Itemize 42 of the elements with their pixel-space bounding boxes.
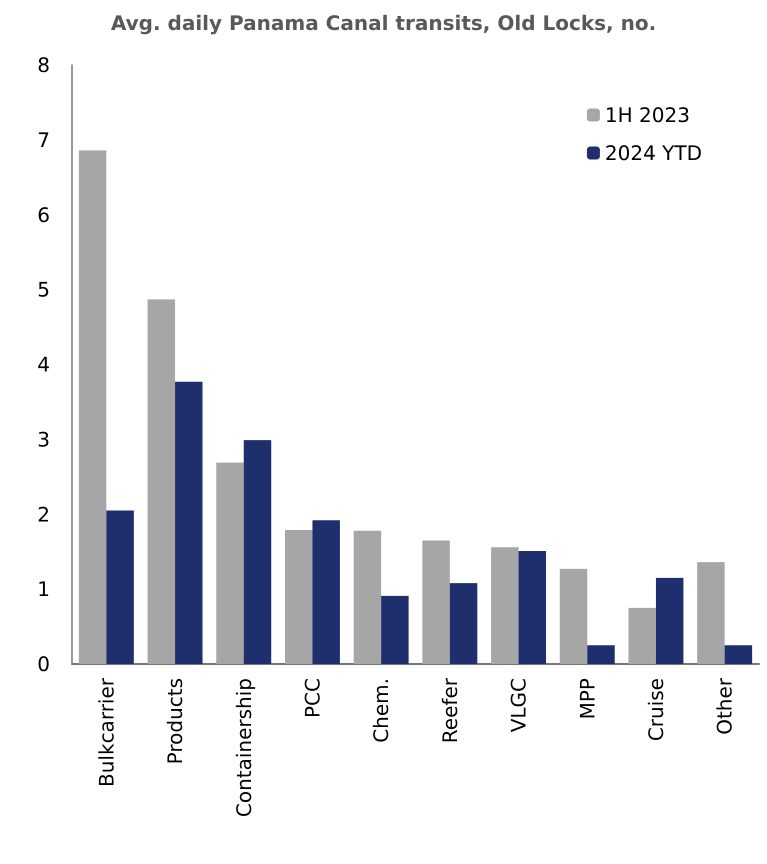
- y-tick-label: 2: [37, 502, 50, 526]
- y-tick-label: 6: [37, 202, 50, 227]
- y-tick-label: 8: [37, 53, 50, 77]
- bar: [244, 440, 272, 664]
- x-tick-label: Chem.: [369, 678, 394, 743]
- bar: [354, 530, 382, 664]
- y-tick-label: 7: [37, 128, 50, 152]
- bar: [628, 608, 656, 664]
- x-tick-label: MPP: [575, 678, 600, 720]
- x-tick-label: Other: [712, 677, 737, 735]
- y-tick-label: 4: [37, 352, 50, 376]
- bar: [216, 462, 244, 664]
- x-tick-label: Reefer: [438, 677, 462, 744]
- y-tick-label: 3: [37, 427, 50, 452]
- bar: [312, 520, 340, 664]
- bar: [106, 510, 134, 664]
- y-tick-label: 0: [37, 652, 50, 676]
- y-tick-label: 1: [37, 577, 50, 602]
- x-tick-label: Containership: [232, 678, 256, 818]
- bar: [78, 150, 106, 664]
- bar: [422, 540, 450, 664]
- bar: [724, 645, 752, 664]
- bar: [175, 382, 203, 664]
- bar: [587, 645, 615, 664]
- bar: [148, 299, 176, 664]
- bar: [450, 583, 478, 664]
- legend-label: 1H 2023: [604, 103, 690, 127]
- x-tick-label: VLGC: [506, 678, 531, 732]
- bar: [697, 562, 725, 664]
- x-tick-label: Cruise: [644, 678, 668, 742]
- bar: [284, 530, 312, 664]
- bar: [656, 578, 684, 664]
- legend-label: 2024 YTD: [604, 141, 702, 165]
- y-tick-label: 5: [37, 278, 50, 302]
- x-tick-label: Products: [163, 678, 188, 764]
- bar: [560, 568, 588, 664]
- x-tick-label: Bulkcarrier: [94, 677, 118, 787]
- bar: [381, 596, 409, 664]
- bar: [491, 547, 519, 664]
- x-tick-label: PCC: [300, 678, 324, 718]
- bar: [518, 550, 546, 664]
- chart-title: Avg. daily Panama Canal transits, Old Locks, no.: [110, 11, 656, 35]
